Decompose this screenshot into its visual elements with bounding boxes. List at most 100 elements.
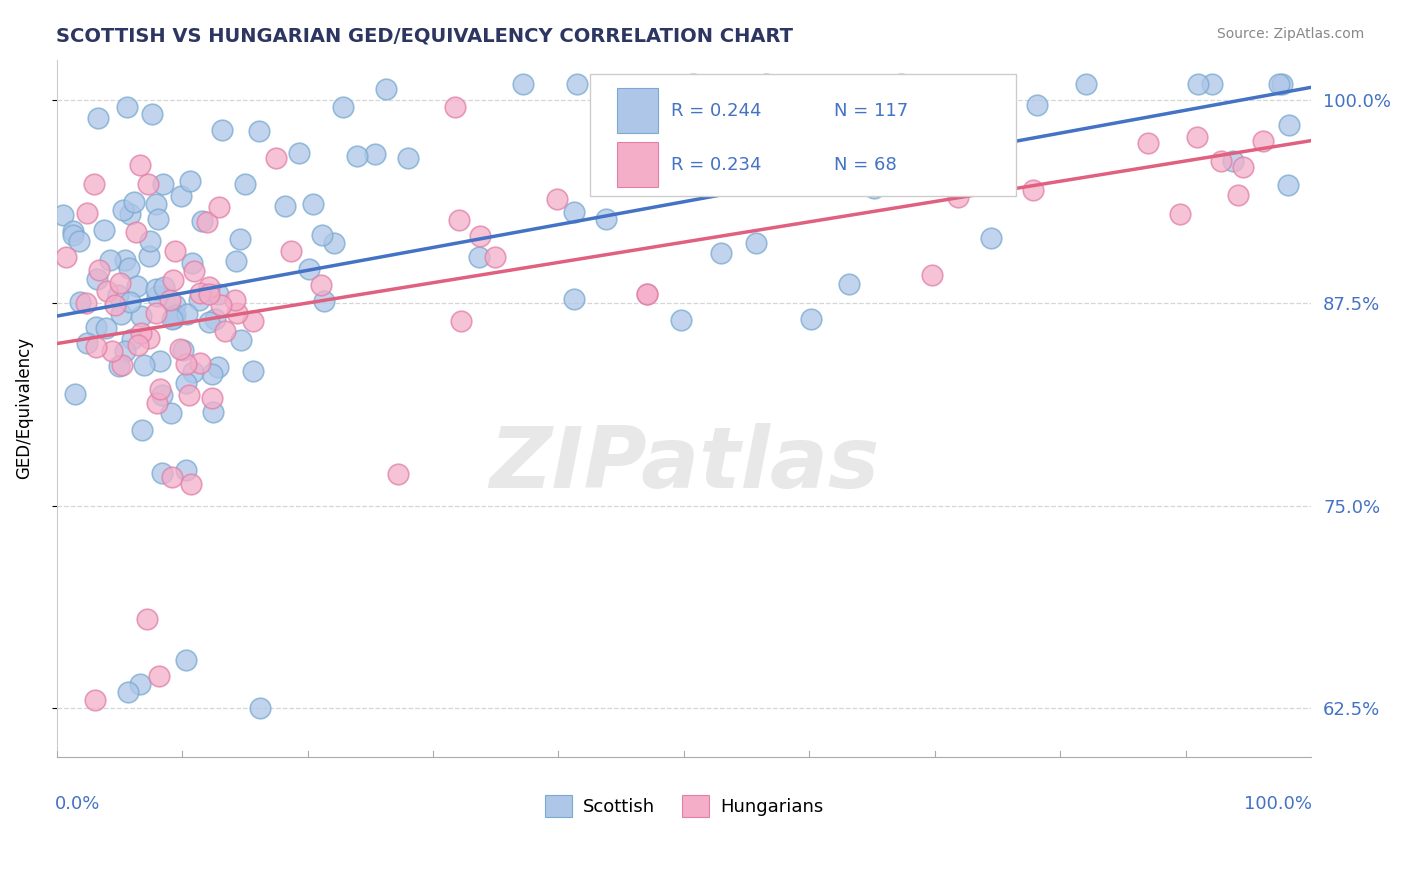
Text: SCOTTISH VS HUNGARIAN GED/EQUIVALENCY CORRELATION CHART: SCOTTISH VS HUNGARIAN GED/EQUIVALENCY CO… xyxy=(56,27,793,45)
Point xyxy=(890,77,912,91)
Point xyxy=(121,332,143,346)
Point xyxy=(170,188,193,202)
Point xyxy=(136,612,159,626)
Point xyxy=(179,174,201,188)
Point xyxy=(62,224,84,238)
Point xyxy=(346,148,368,162)
Point xyxy=(107,287,129,301)
Point xyxy=(247,123,270,137)
Point xyxy=(145,289,167,303)
Point xyxy=(396,152,419,166)
Point xyxy=(84,340,107,354)
Point xyxy=(163,311,186,326)
Point xyxy=(374,82,396,96)
Point xyxy=(910,99,932,113)
Point xyxy=(86,272,108,286)
Point xyxy=(204,312,226,326)
Point xyxy=(209,298,232,312)
Point xyxy=(162,273,184,287)
Point xyxy=(980,230,1002,244)
Point xyxy=(69,294,91,309)
Point xyxy=(298,261,321,276)
Point xyxy=(75,296,97,310)
Point xyxy=(163,308,186,322)
Point xyxy=(131,326,153,340)
Point xyxy=(512,77,534,91)
Point xyxy=(669,313,692,327)
Point xyxy=(148,669,170,683)
Point xyxy=(264,152,287,166)
Point xyxy=(174,463,197,477)
Point xyxy=(211,123,233,137)
FancyBboxPatch shape xyxy=(589,73,1017,195)
Point xyxy=(63,386,86,401)
Point xyxy=(201,367,224,381)
Point xyxy=(169,342,191,356)
Point xyxy=(312,294,335,309)
Point xyxy=(932,161,955,175)
Point xyxy=(101,344,124,359)
Y-axis label: GED/Equivalency: GED/Equivalency xyxy=(15,337,32,479)
Point xyxy=(149,382,172,396)
Point xyxy=(710,246,733,260)
Point xyxy=(129,677,152,691)
Point xyxy=(690,120,713,135)
Point xyxy=(127,338,149,352)
Point xyxy=(224,293,246,307)
Text: N = 68: N = 68 xyxy=(834,156,897,174)
Point xyxy=(229,232,252,246)
Point xyxy=(311,227,333,242)
Point xyxy=(1278,118,1301,132)
Point xyxy=(1025,98,1047,112)
Point xyxy=(125,278,148,293)
Point xyxy=(207,286,229,301)
Point xyxy=(1267,77,1289,91)
Point xyxy=(198,286,221,301)
Point xyxy=(107,359,129,373)
Point xyxy=(152,177,174,191)
Point xyxy=(1271,77,1294,91)
Point xyxy=(138,235,160,249)
Point xyxy=(800,311,823,326)
Point xyxy=(118,207,141,221)
Point xyxy=(948,189,970,203)
Point xyxy=(309,278,332,293)
Point xyxy=(636,287,658,301)
Point xyxy=(562,292,585,306)
Point xyxy=(191,214,214,228)
Text: R = 0.244: R = 0.244 xyxy=(671,102,762,120)
Point xyxy=(87,112,110,126)
Point xyxy=(188,356,211,370)
Point xyxy=(745,236,768,251)
Point xyxy=(124,194,146,209)
Point xyxy=(225,254,247,268)
Point xyxy=(921,268,943,282)
Point xyxy=(160,312,183,326)
FancyBboxPatch shape xyxy=(617,88,658,134)
Point xyxy=(564,204,586,219)
Point xyxy=(174,376,197,390)
Point xyxy=(447,213,470,227)
Point xyxy=(301,196,323,211)
Point xyxy=(546,193,568,207)
Point xyxy=(172,343,194,357)
FancyBboxPatch shape xyxy=(617,142,658,187)
Point xyxy=(134,358,156,372)
Point xyxy=(1211,154,1233,169)
Point xyxy=(55,250,77,264)
Point xyxy=(160,470,183,484)
Point xyxy=(67,235,90,249)
Point xyxy=(145,282,167,296)
Point xyxy=(96,321,118,335)
Point xyxy=(1232,160,1254,174)
Point xyxy=(323,235,346,250)
Point xyxy=(76,206,98,220)
Point xyxy=(863,181,886,195)
Point xyxy=(195,215,218,229)
Point xyxy=(201,391,224,405)
Point xyxy=(565,77,588,91)
Point xyxy=(89,263,111,277)
Point xyxy=(662,174,685,188)
Point xyxy=(136,178,159,192)
Point xyxy=(1021,183,1043,197)
